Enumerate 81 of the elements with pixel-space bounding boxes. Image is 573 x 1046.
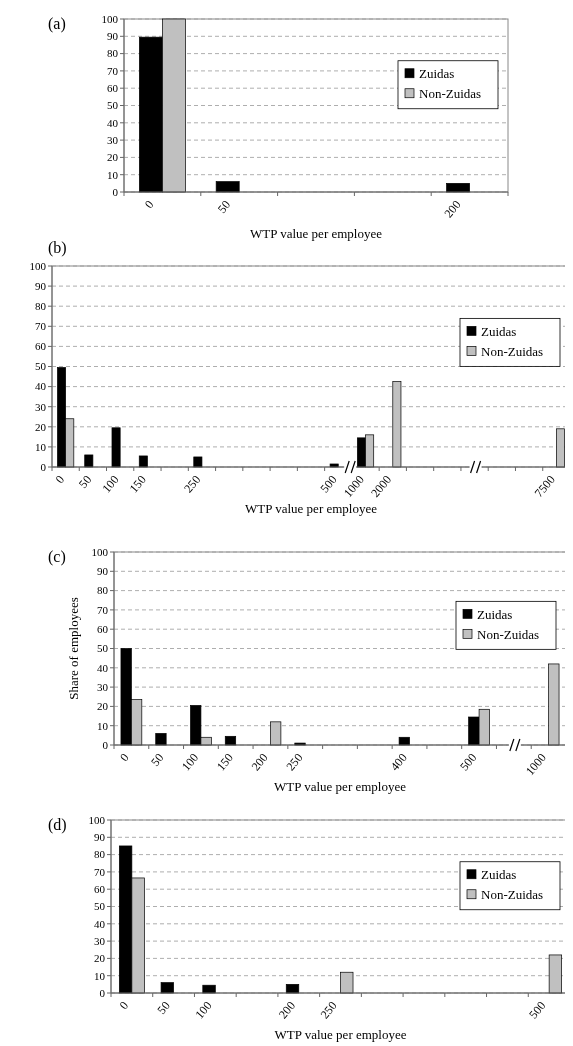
chart-title: (d) [48,816,67,834]
x-axis-title: WTP value per employee [274,1027,407,1042]
y-tick-label: 40 [35,380,47,393]
legend-label: Zuidas [477,606,513,622]
y-tick-label: 70 [107,64,119,77]
y-tick-label: 60 [97,623,109,636]
x-tick-label: 250 [181,472,204,496]
y-tick-label: 50 [97,642,109,655]
y-tick-label: 90 [97,565,109,578]
x-axis-title: WTP value per employee [250,226,383,241]
y-tick-label: 90 [35,279,47,292]
x-tick-label: 0 [117,750,132,765]
legend-label: Non-Zuidas [481,343,544,359]
chart-title: (b) [48,239,67,257]
legend-label: Non-Zuidas [419,86,482,102]
y-tick-label: 0 [112,185,119,198]
x-tick-label: 200 [275,998,299,1022]
y-tick-label: 30 [97,680,109,693]
x-tick-label: 500 [526,998,549,1022]
y-tick-label: 80 [94,848,106,861]
y-tick-label: 40 [94,917,106,930]
y-tick-label: 50 [107,99,119,112]
legend-label: Non-Zuidas [481,887,544,903]
x-tick-label: 200 [441,197,464,221]
x-tick-label: 50 [214,197,234,216]
y-tick-label: 60 [107,82,119,95]
y-tick-label: 60 [35,340,47,353]
y-tick-label: 80 [97,584,109,597]
y-tick-label: 20 [35,420,47,433]
y-tick-label: 20 [97,700,109,713]
y-tick-label: 80 [35,300,47,313]
y-tick-label: 0 [99,986,106,999]
y-tick-label: 20 [94,952,106,965]
legend-label: Zuidas [481,867,517,883]
y-tick-label: 10 [94,969,106,982]
y-tick-label: 30 [35,400,47,413]
x-tick-label: 50 [154,998,173,1017]
y-tick-label: 0 [40,460,47,473]
y-tick-label: 70 [94,865,106,878]
x-tick-label: 250 [283,750,306,774]
x-tick-label: 200 [248,750,271,774]
x-tick-label: 400 [387,750,410,774]
y-tick-label: 100 [88,813,106,826]
x-tick-label: 100 [192,998,215,1022]
legend-label: Zuidas [419,66,455,82]
y-tick-label: 70 [35,320,47,333]
legend-label: Zuidas [481,323,517,339]
y-tick-label: 40 [97,661,109,674]
x-tick-label: 500 [317,472,340,496]
x-tick-label: 0 [141,197,157,212]
y-tick-label: 0 [102,738,109,751]
y-tick-label: 20 [107,151,119,164]
y-tick-label: 10 [97,719,109,732]
x-tick-label: 50 [148,750,167,769]
y-tick-label: 50 [94,900,106,913]
y-tick-label: 90 [94,831,106,844]
y-tick-label: 50 [35,360,47,373]
y-tick-label: 100 [101,12,119,25]
x-tick-label: 500 [457,750,480,774]
x-tick-label: 250 [317,998,340,1022]
y-tick-label: 40 [107,116,119,129]
y-tick-label: 100 [29,259,47,272]
legend-label: Non-Zuidas [477,626,540,642]
x-tick-label: 150 [213,750,236,774]
y-tick-label: 30 [94,934,106,947]
chart-title: (a) [48,15,66,33]
y-tick-label: 100 [91,545,109,558]
y-axis-title: Share of employees [66,597,81,700]
y-tick-label: 10 [107,168,119,181]
y-tick-label: 70 [97,603,109,616]
x-axis-title: WTP value per employee [245,501,378,516]
x-tick-label: 150 [126,472,149,496]
y-tick-label: 80 [107,47,119,60]
y-tick-label: 90 [107,30,119,43]
y-tick-label: 10 [35,440,47,453]
x-axis-title: WTP value per employee [274,779,407,794]
x-tick-label: 100 [178,750,202,774]
x-tick-label: 0 [52,472,68,487]
y-tick-label: 60 [94,883,106,896]
chart-title: (c) [48,548,66,566]
y-tick-label: 30 [107,133,119,146]
